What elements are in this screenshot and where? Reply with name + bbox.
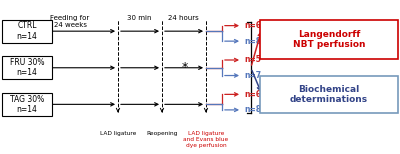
- Text: LAD ligature: LAD ligature: [100, 131, 136, 136]
- Text: Langendorff
NBT perfusion: Langendorff NBT perfusion: [293, 30, 365, 49]
- Text: n=6: n=6: [244, 90, 261, 99]
- Text: Feeding for
24 weeks: Feeding for 24 weeks: [50, 14, 90, 28]
- FancyBboxPatch shape: [2, 20, 52, 43]
- Text: n=6: n=6: [244, 21, 261, 30]
- Text: *: *: [182, 61, 188, 74]
- Text: n=8: n=8: [244, 105, 261, 114]
- Text: 24 hours: 24 hours: [168, 14, 198, 20]
- FancyBboxPatch shape: [2, 56, 52, 79]
- Text: 30 min: 30 min: [127, 14, 152, 20]
- FancyBboxPatch shape: [260, 20, 398, 59]
- Text: n=7: n=7: [244, 71, 261, 80]
- FancyBboxPatch shape: [2, 93, 52, 116]
- Text: FRU 30%
n=14: FRU 30% n=14: [10, 58, 44, 77]
- Text: LAD ligature
and Evans blue
dye perfusion: LAD ligature and Evans blue dye perfusio…: [183, 131, 229, 148]
- Text: TAG 30%
n=14: TAG 30% n=14: [10, 95, 44, 114]
- FancyBboxPatch shape: [260, 76, 398, 113]
- Text: Biochemical
determinations: Biochemical determinations: [290, 85, 368, 104]
- Text: n=8: n=8: [244, 37, 261, 46]
- Text: n=5: n=5: [244, 55, 261, 65]
- Text: CTRL
n=14: CTRL n=14: [16, 21, 38, 41]
- Text: Reopening: Reopening: [146, 131, 178, 136]
